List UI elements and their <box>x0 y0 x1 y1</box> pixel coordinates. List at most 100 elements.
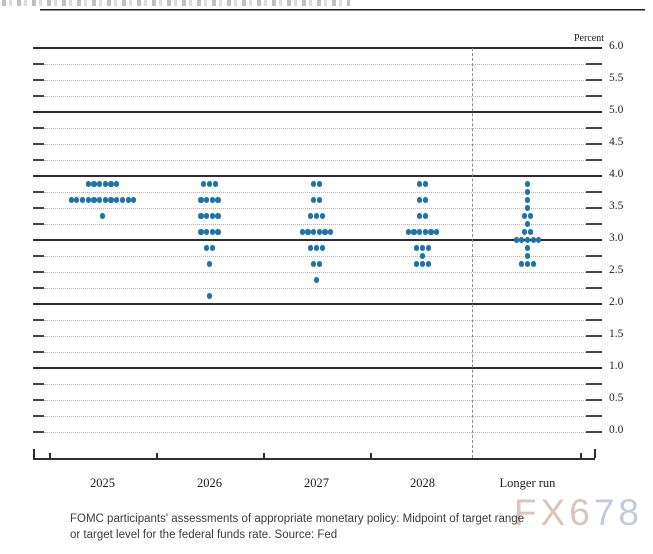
dot-longer-run-3.375 <box>522 213 528 219</box>
dot-2028-3.375 <box>417 213 423 219</box>
gridline-right-tick <box>586 287 602 289</box>
gridline-left-tick <box>33 271 44 273</box>
dot-longer-run-3 <box>513 237 519 243</box>
watermark: FX678 <box>514 492 643 534</box>
dot-longer-run-3 <box>519 237 525 243</box>
gridline-left-tick <box>33 191 44 193</box>
gridline-right-tick <box>586 127 602 129</box>
dot-2025-3.625 <box>74 197 80 203</box>
x-axis-tick <box>370 453 372 458</box>
gridline-dotted-3.25 <box>44 224 586 225</box>
gridline-dotted-5.25 <box>44 96 586 97</box>
dot-2028-2.75 <box>419 253 426 259</box>
dot-2028-2.875 <box>414 245 420 251</box>
gridline-right-tick <box>586 191 602 193</box>
gridline-right-tick <box>586 415 602 417</box>
dot-2026-3.375 <box>209 213 215 219</box>
y-axis-unit-label: Percent <box>574 33 604 44</box>
y-axis-tick-label-1.0: 1.0 <box>609 360 624 372</box>
gridline-left-tick <box>33 127 44 129</box>
gridline-dotted-4.25 <box>44 160 586 161</box>
y-axis-tick-label-5.0: 5.0 <box>609 104 624 116</box>
gridline-solid-4 <box>33 175 602 177</box>
dot-longer-run-3.625 <box>524 197 531 203</box>
dot-2028-3.875 <box>417 181 423 187</box>
dot-2028-3.125 <box>405 229 411 235</box>
dot-2027-2.875 <box>313 245 320 251</box>
dot-longer-run-2.875 <box>524 245 531 251</box>
dot-2028-2.875 <box>425 245 431 251</box>
dot-2027-3.625 <box>311 197 317 203</box>
dot-longer-run-2.75 <box>524 253 531 259</box>
dot-longer-run-2.625 <box>524 261 531 267</box>
watermark-part-1: FX6 <box>514 492 594 533</box>
dot-2026-3.125 <box>204 229 210 235</box>
gridline-solid-1 <box>33 367 602 369</box>
dot-2025-3.875 <box>97 181 103 187</box>
dot-2027-3.125 <box>311 229 317 235</box>
x-axis-tick <box>49 453 51 458</box>
dot-longer-run-3.25 <box>524 221 531 227</box>
gridline-right-tick <box>586 223 602 225</box>
dot-2026-2.125 <box>206 293 213 299</box>
dot-2027-3.875 <box>311 181 317 187</box>
dot-2028-2.625 <box>419 261 426 267</box>
gridline-solid-6 <box>33 47 602 49</box>
dot-2028-3.625 <box>417 197 423 203</box>
dot-2028-3.125 <box>422 229 428 235</box>
gridline-left-tick <box>33 159 44 161</box>
dot-2026-3.625 <box>204 197 210 203</box>
gridline-dotted-2.25 <box>44 288 586 289</box>
gridline-left-tick <box>33 415 44 417</box>
gridline-left-tick <box>33 335 44 337</box>
dot-2027-3.625 <box>316 197 322 203</box>
dot-2025-3.875 <box>114 181 120 187</box>
dot-2027-3.125 <box>305 229 311 235</box>
gridline-right-tick <box>586 143 602 145</box>
gridline-solid-3 <box>33 239 602 241</box>
x-axis-tick <box>580 453 582 458</box>
dot-2027-3.875 <box>316 181 322 187</box>
x-axis-label-2025: 2025 <box>90 476 115 490</box>
dot-2026-3.875 <box>206 181 213 187</box>
x-axis-label-2028: 2028 <box>410 476 435 490</box>
gridline-left-tick <box>33 399 44 401</box>
gridline-right-tick <box>586 399 602 401</box>
dot-2026-2.625 <box>206 261 213 267</box>
dot-2026-3.375 <box>215 213 221 219</box>
dot-2027-3.125 <box>316 229 322 235</box>
gridline-right-tick <box>586 255 602 257</box>
x-axis-label-longer-run: Longer run <box>499 476 556 490</box>
gridline-dotted-4.75 <box>44 128 586 129</box>
dot-2028-3.625 <box>422 197 428 203</box>
dot-2028-3.875 <box>422 181 428 187</box>
gridline-left-tick <box>33 95 44 97</box>
dot-2025-3.875 <box>85 181 91 187</box>
dot-longer-run-3.125 <box>522 229 528 235</box>
gridline-dotted-1.25 <box>44 352 586 353</box>
dot-2027-3.125 <box>328 229 334 235</box>
dot-2027-3.125 <box>299 229 305 235</box>
dot-2026-3.125 <box>198 229 204 235</box>
y-axis-tick-label-4.5: 4.5 <box>609 136 624 148</box>
gridline-left-tick <box>33 207 44 209</box>
chart-caption: FOMC participants' assessments of approp… <box>70 512 524 543</box>
x-axis-label-2026: 2026 <box>197 476 222 490</box>
gridline-left-tick <box>33 287 44 289</box>
gridline-left-tick <box>33 319 44 321</box>
gridline-right-tick <box>586 207 602 209</box>
dot-2025-3.625 <box>125 197 131 203</box>
gridline-dotted-4.5 <box>44 144 586 145</box>
gridline-right-tick <box>586 319 602 321</box>
gridline-right-tick <box>586 63 602 65</box>
dot-2026-3.625 <box>215 197 221 203</box>
gridline-solid-5 <box>33 111 602 113</box>
dot-longer-run-3.5 <box>524 205 531 211</box>
x-axis-label-2027: 2027 <box>304 476 329 490</box>
dot-2028-3.125 <box>417 229 423 235</box>
dot-2025-3.625 <box>114 197 120 203</box>
dot-2025-3.625 <box>91 197 97 203</box>
gridline-right-tick <box>586 351 602 353</box>
gridline-right-tick <box>586 95 602 97</box>
